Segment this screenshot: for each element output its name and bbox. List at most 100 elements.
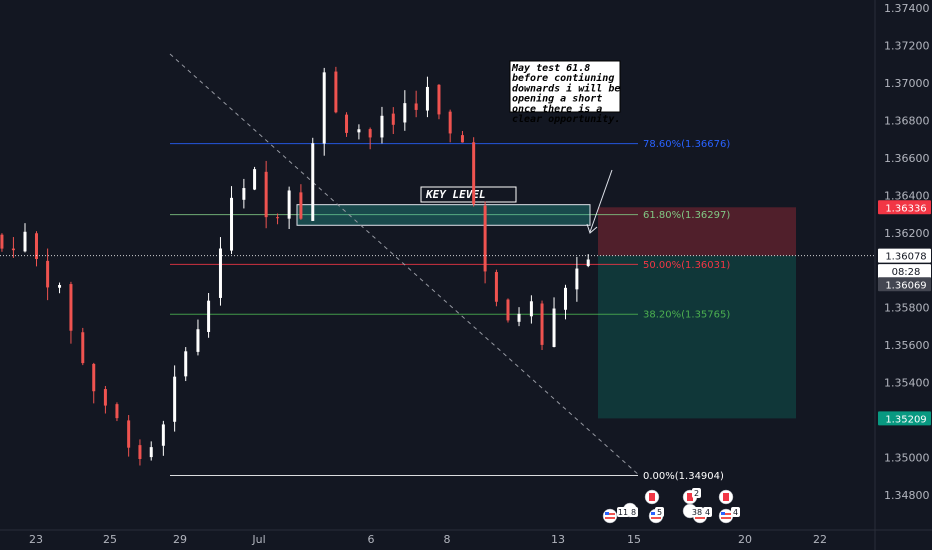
time-tick-label: 6	[368, 533, 375, 546]
candle-body	[460, 135, 464, 143]
fib-level-label: 50.00%(1.36031)	[643, 260, 730, 271]
candle	[11, 237, 15, 258]
candle	[345, 112, 349, 137]
candle	[127, 415, 131, 457]
price-tick-label: 1.35600	[884, 339, 930, 352]
candle	[334, 66, 338, 114]
us-flag-canton	[721, 512, 725, 515]
candle-body	[472, 142, 476, 205]
candle	[264, 160, 268, 229]
candle-body	[357, 129, 361, 133]
candle-body	[403, 103, 407, 123]
candle-body	[483, 205, 487, 272]
candle	[242, 178, 246, 209]
us-flag-stripe	[721, 517, 731, 519]
candle	[425, 76, 429, 118]
arrow-head	[586, 223, 598, 234]
take-profit-zone	[598, 255, 796, 419]
candle-body	[287, 190, 291, 219]
candle	[552, 297, 556, 348]
candle-body	[46, 260, 50, 288]
us-flag-canton	[605, 512, 609, 515]
candle-body	[81, 332, 85, 364]
candle	[23, 223, 27, 253]
candle	[540, 300, 544, 350]
price-tag-label: 1.35209	[885, 414, 926, 425]
candle-body	[253, 169, 257, 190]
event-count-label: 4	[733, 508, 738, 517]
time-axis[interactable]: 23 25 29 Jul 6 8 13 15 20 22	[29, 533, 827, 546]
candle-body	[391, 113, 395, 125]
candle	[230, 186, 234, 255]
event-count-badge: 38	[691, 507, 703, 517]
price-tag: 1.35209	[878, 411, 931, 426]
candle	[494, 269, 498, 307]
price-tag-bg	[878, 277, 931, 292]
arrow-line	[589, 169, 613, 233]
us-flag-stripe	[695, 517, 705, 519]
candle-body	[34, 233, 38, 260]
candle	[380, 106, 384, 144]
candle	[69, 281, 73, 344]
candle-body	[299, 192, 303, 219]
event-count-label: 11	[618, 508, 628, 517]
event-count-bg	[731, 507, 740, 517]
candle-body	[58, 285, 62, 288]
candle	[357, 124, 361, 140]
candle	[46, 248, 50, 301]
candle	[103, 385, 107, 414]
candle-body	[322, 72, 326, 144]
candle	[58, 282, 62, 294]
candle	[483, 201, 487, 284]
candle-body	[334, 71, 338, 113]
price-tag: 1.36078	[878, 248, 931, 263]
key-level-label: KEY LEVEL	[425, 188, 486, 201]
event-count-badge: 4	[731, 507, 740, 517]
time-tick-label: 8	[444, 533, 451, 546]
time-tick-label: 22	[813, 533, 827, 546]
candle	[299, 184, 303, 220]
candle-body	[425, 86, 429, 111]
price-axis[interactable]: 1.37400 1.37200 1.37000 1.36800 1.36600 1.364…	[878, 2, 931, 502]
price-tag-bg	[878, 411, 931, 426]
event-count-bg	[692, 488, 701, 498]
candle	[115, 402, 119, 422]
annotation-text-line: opening a short	[512, 93, 602, 105]
time-tick-label: 15	[627, 533, 641, 546]
price-tag: 1.36336	[878, 200, 931, 215]
candle-body	[529, 301, 533, 317]
fib-level-label: 78.60%(1.36676)	[643, 139, 730, 150]
event-count-badge: 2	[692, 488, 701, 498]
time-tick-label: 23	[29, 533, 43, 546]
candle	[368, 127, 372, 150]
us-flag-stripe	[651, 517, 661, 519]
candle	[218, 237, 222, 306]
candle	[322, 67, 326, 156]
price-tick-label: 1.36800	[884, 114, 930, 127]
candle-body	[494, 272, 498, 302]
event-flag-icon	[718, 489, 734, 505]
candle-body	[161, 424, 165, 446]
candle	[472, 137, 476, 207]
price-tag-bg	[878, 248, 931, 263]
candle-body	[230, 197, 234, 251]
fib-level-label: 0.00%(1.34904)	[643, 471, 724, 482]
trendline	[169, 53, 641, 477]
candle	[276, 213, 280, 225]
candle	[575, 256, 579, 302]
time-tick-label: 29	[173, 533, 187, 546]
candle	[34, 231, 38, 267]
candle	[586, 254, 590, 268]
candle	[81, 327, 85, 366]
candle-body	[276, 217, 280, 219]
price-tick-label: 1.36200	[884, 227, 930, 240]
time-tick-label: 13	[551, 533, 565, 546]
key-level-box	[296, 204, 591, 226]
canada-flag-mark	[649, 493, 655, 501]
us-flag-stripe	[721, 513, 731, 515]
candle-body	[207, 300, 211, 332]
